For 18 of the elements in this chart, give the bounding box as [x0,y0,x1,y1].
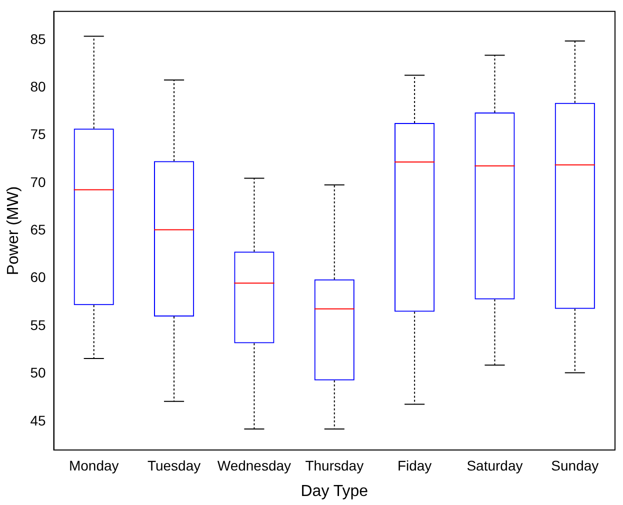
x-tick-label: Fiday [397,457,432,474]
y-tick-label: 75 [30,126,46,142]
y-tick-label: 45 [30,412,46,428]
y-tick-label: 55 [30,316,46,333]
y-tick-label: 60 [30,269,46,286]
y-tick-label: 80 [30,78,46,95]
x-tick-label: Monday [68,457,119,474]
x-tick-label: Saturday [466,457,523,474]
x-axis-title: Day Type [300,482,368,500]
x-tick-label: Thursday [305,457,364,474]
y-tick-label: 85 [30,30,46,47]
y-axis-title: Power (MW) [5,186,22,276]
x-tick-label: Wednesday [217,457,292,474]
y-tick-label: 65 [30,222,46,238]
y-tick-label: 50 [30,364,46,381]
y-tick-label: 70 [30,174,46,190]
x-tick-label: Sunday [551,457,599,474]
x-tick-label: Tuesday [147,457,201,474]
